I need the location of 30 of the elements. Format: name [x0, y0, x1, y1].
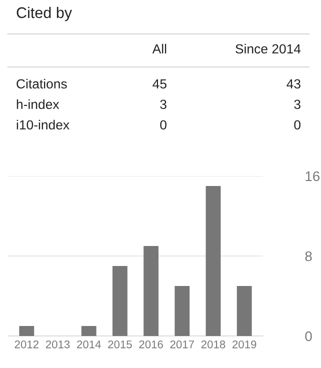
- y-tick-label: 8: [305, 251, 312, 262]
- bar: [236, 286, 252, 336]
- x-tick-label: 2013: [46, 340, 70, 348]
- bar: [144, 246, 159, 336]
- x-tick-label: 2019: [232, 340, 256, 348]
- text: Since 2014: [236, 44, 301, 54]
- text: 3: [160, 100, 166, 110]
- bar: [174, 286, 190, 336]
- text: 45: [152, 79, 166, 89]
- x-tick-label: 2018: [201, 340, 226, 348]
- x-tick-label: 2014: [77, 340, 101, 348]
- text: 3: [294, 100, 300, 110]
- text: i10-index: [16, 120, 70, 130]
- bar: [81, 326, 96, 336]
- bar: [206, 186, 221, 336]
- bar: [19, 326, 34, 336]
- x-tick-label: 2017: [170, 340, 194, 348]
- x-tick-label: 2016: [139, 340, 163, 348]
- text: All: [152, 44, 166, 54]
- bar: [112, 266, 128, 336]
- text: h-index: [16, 99, 60, 110]
- x-tick-label: 2015: [108, 340, 132, 348]
- x-tick-label: 2012: [14, 340, 38, 348]
- y-tick-label: 0: [305, 331, 312, 342]
- text: 0: [294, 120, 300, 130]
- text: 43: [286, 79, 300, 89]
- text: Citations: [16, 78, 67, 89]
- y-tick-label: 16: [306, 171, 320, 182]
- text: Cited by: [16, 6, 72, 22]
- text: 0: [160, 120, 166, 130]
